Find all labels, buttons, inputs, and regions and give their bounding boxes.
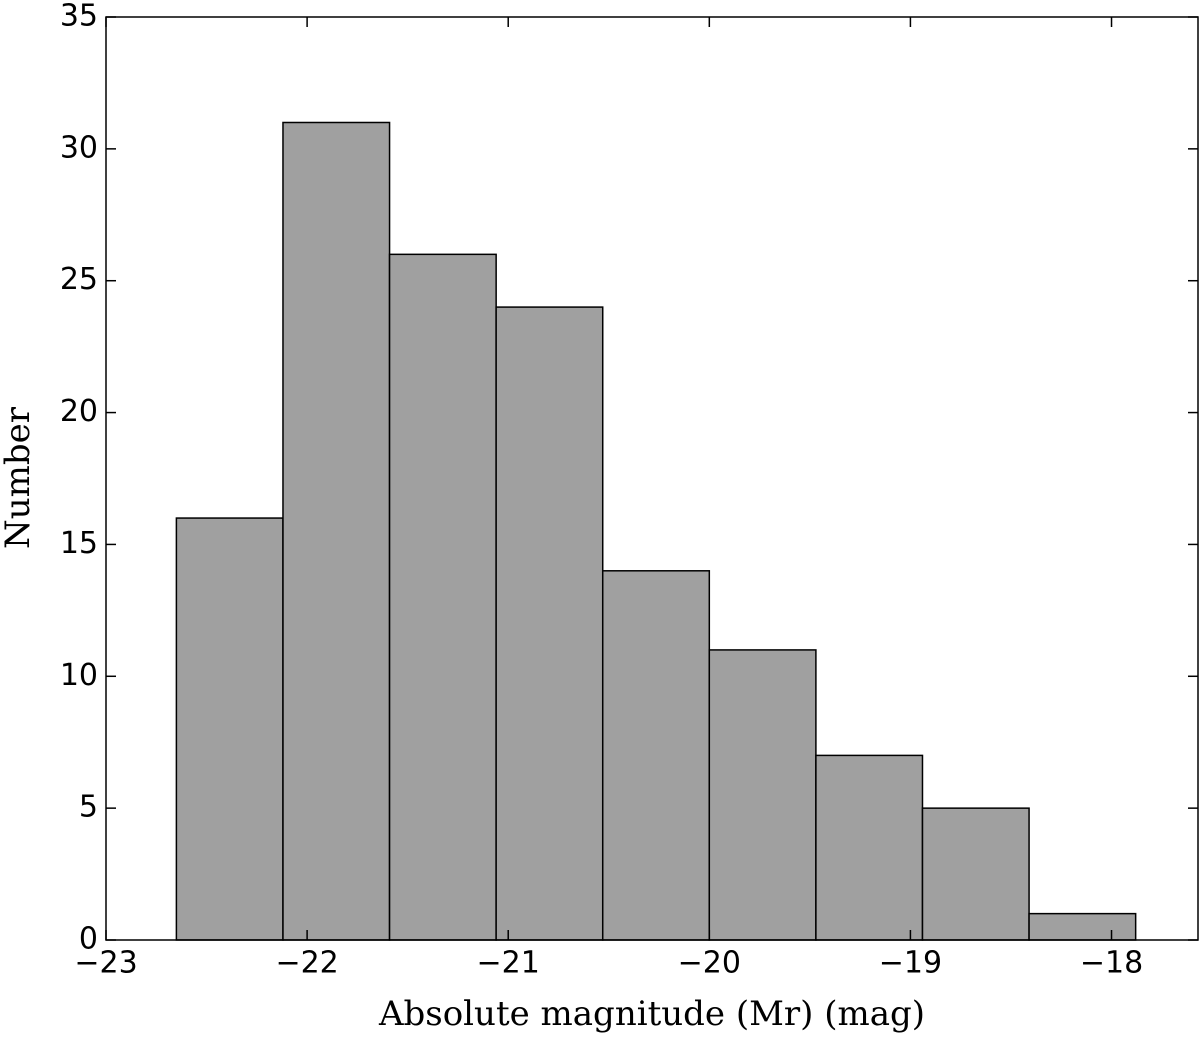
x-tick-label: −22 <box>275 946 338 981</box>
bar <box>1028 912 1137 941</box>
y-tick-label: 0 <box>79 922 98 957</box>
bar <box>815 754 924 941</box>
bar <box>708 649 817 941</box>
x-tick-label: −19 <box>879 946 942 981</box>
y-tick-label: 35 <box>60 0 98 34</box>
y-tick-label: 15 <box>60 526 98 561</box>
x-tick-label: −21 <box>477 946 540 981</box>
y-tick-label: 25 <box>60 262 98 297</box>
bar <box>601 570 711 941</box>
bar <box>175 517 284 941</box>
y-tick-label: 20 <box>60 394 98 429</box>
y-axis-label: Number <box>0 406 38 549</box>
x-tick-label: −20 <box>678 946 741 981</box>
y-tick-label: 10 <box>60 658 98 693</box>
plot-frame <box>105 16 1199 941</box>
x-axis-label: Absolute magnitude (Mr) (mag) <box>378 994 925 1034</box>
bar <box>388 253 497 941</box>
x-tick-label: −23 <box>74 946 137 981</box>
x-tick-label: −18 <box>1080 946 1143 981</box>
bar <box>495 306 604 941</box>
y-tick-label: 5 <box>79 790 98 825</box>
bar <box>921 807 1030 941</box>
bar <box>282 121 391 941</box>
y-tick-label: 30 <box>60 130 98 165</box>
